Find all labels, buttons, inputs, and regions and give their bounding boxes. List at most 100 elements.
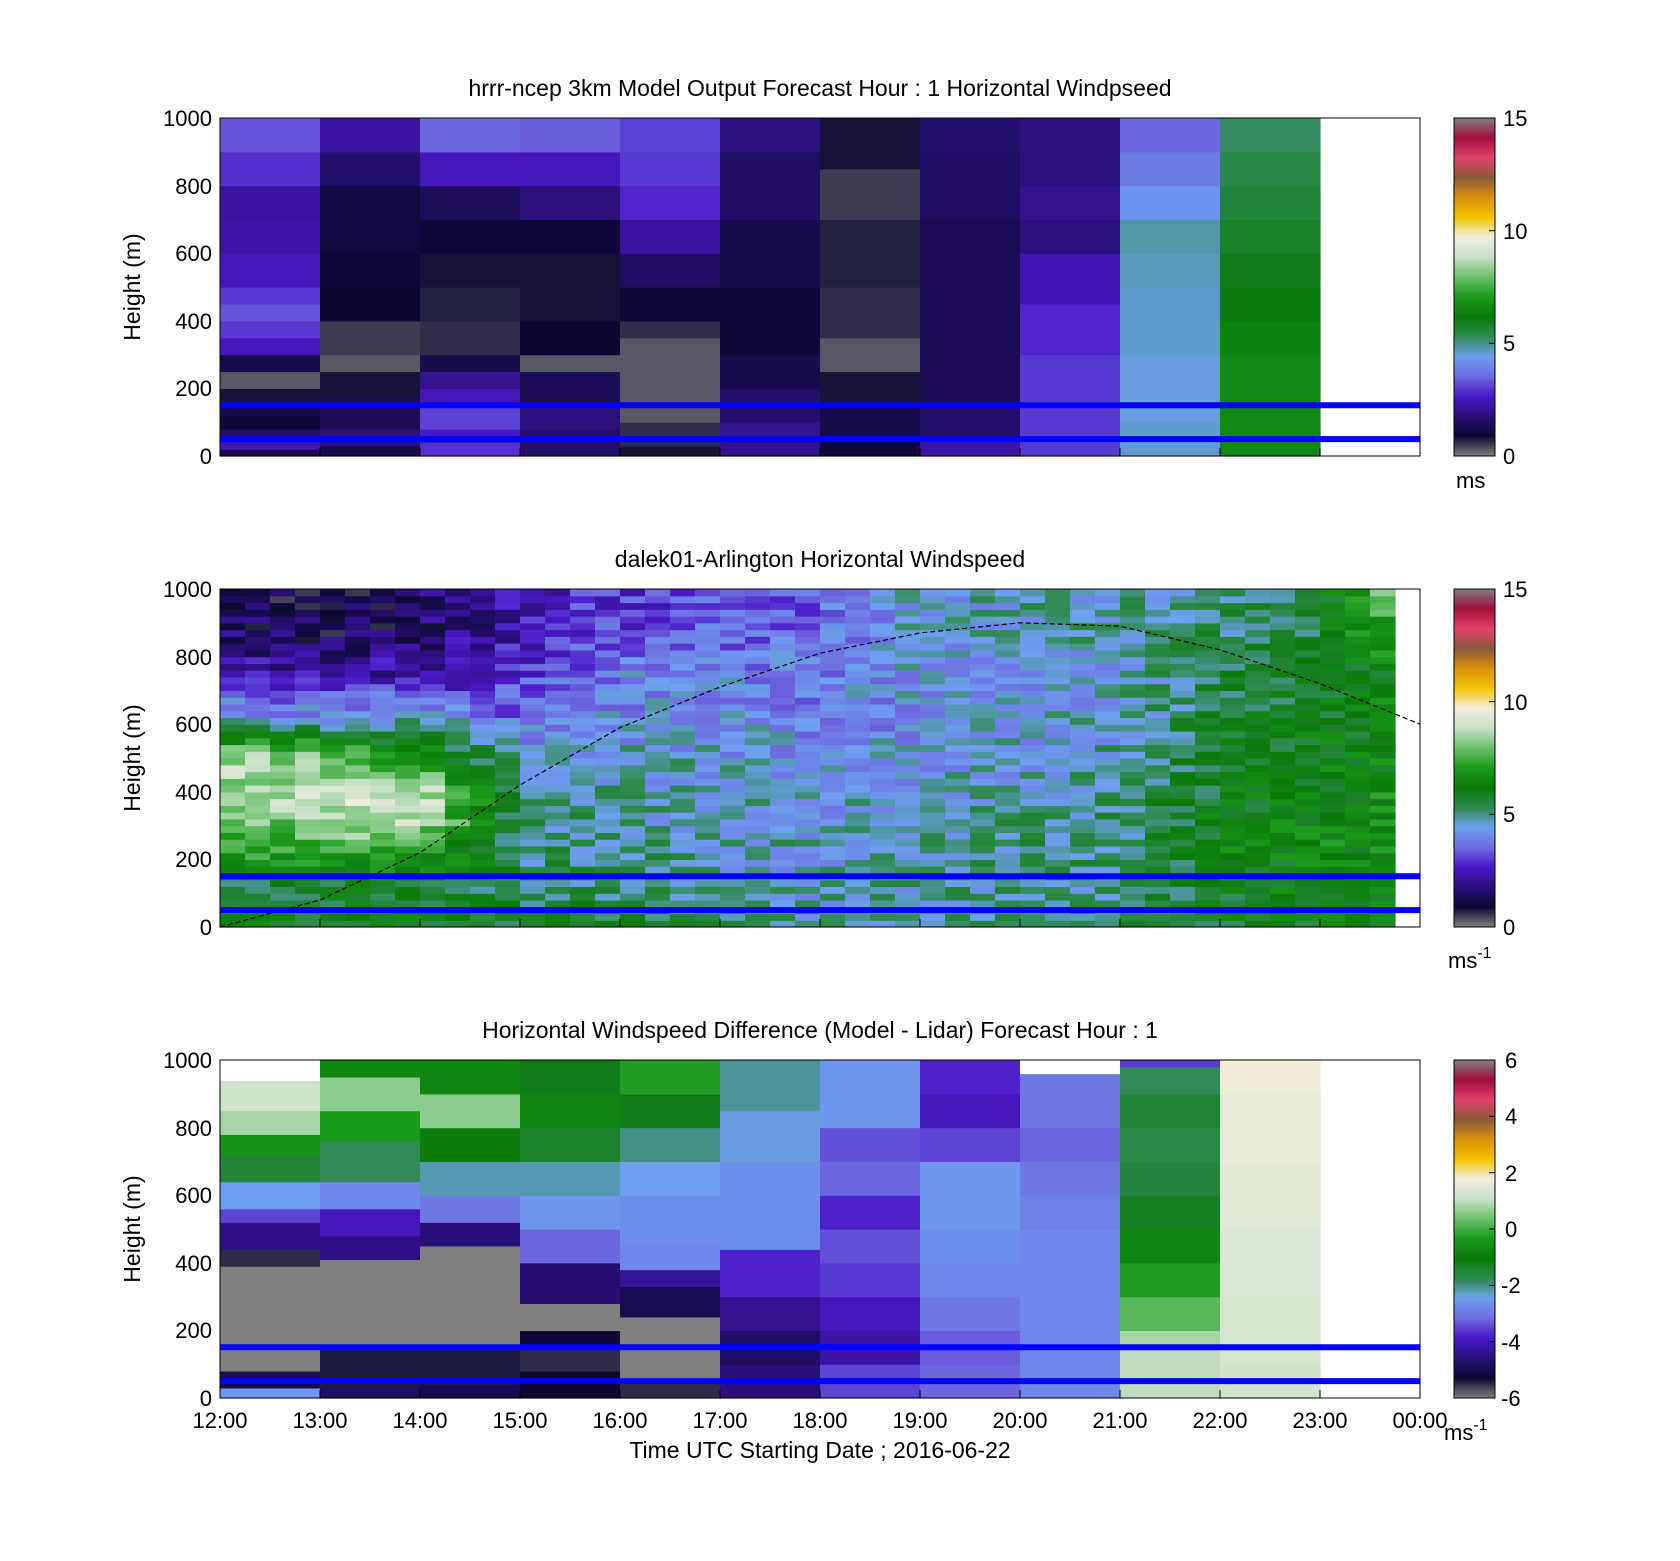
heatmap-cell bbox=[670, 764, 696, 773]
heatmap-cell bbox=[1020, 785, 1046, 793]
heatmap-cell bbox=[970, 670, 996, 678]
heatmap-cell bbox=[895, 818, 921, 827]
heatmap-cell bbox=[595, 737, 621, 746]
heatmap-cell bbox=[1045, 832, 1071, 840]
heatmap-cell bbox=[895, 737, 921, 746]
heatmap-cell bbox=[795, 798, 821, 806]
heatmap-cell bbox=[1270, 676, 1296, 685]
heatmap-cell bbox=[745, 839, 771, 847]
heatmap-cell bbox=[220, 771, 246, 779]
heatmap-cell bbox=[295, 758, 321, 766]
heatmap-cell bbox=[1020, 636, 1046, 644]
heatmap-cell bbox=[245, 764, 271, 773]
heatmap-cell bbox=[920, 405, 1021, 440]
heatmap-cell bbox=[445, 886, 471, 894]
heatmap-cell bbox=[220, 354, 321, 373]
heatmap-cell bbox=[895, 649, 921, 658]
heatmap-cell bbox=[745, 785, 771, 793]
heatmap-cell bbox=[1195, 690, 1221, 698]
heatmap-cell bbox=[1120, 622, 1146, 631]
heatmap-cell bbox=[820, 724, 846, 732]
heatmap-cell bbox=[520, 649, 546, 658]
heatmap-cell bbox=[745, 730, 771, 739]
heatmap-cell bbox=[1145, 812, 1171, 820]
heatmap-cell bbox=[295, 859, 321, 867]
colorbar-tick-label: -2 bbox=[1501, 1273, 1521, 1298]
heatmap-cell bbox=[795, 886, 821, 894]
heatmap-cell bbox=[570, 852, 596, 860]
heatmap-cell bbox=[1095, 724, 1121, 732]
heatmap-cell bbox=[895, 622, 921, 631]
heatmap-cell bbox=[995, 744, 1021, 752]
heatmap-model bbox=[220, 118, 1321, 457]
heatmap-cell bbox=[595, 717, 621, 725]
heatmap-cell bbox=[1220, 354, 1321, 423]
heatmap-cell bbox=[395, 663, 421, 671]
heatmap-cell bbox=[520, 643, 546, 651]
heatmap-cell bbox=[795, 879, 821, 888]
heatmap-cell bbox=[695, 771, 721, 779]
heatmap-cell bbox=[1120, 683, 1146, 691]
heatmap-cell bbox=[1220, 643, 1246, 651]
heatmap-cell bbox=[1170, 589, 1196, 597]
heatmap-cell bbox=[720, 683, 746, 691]
heatmap-cell bbox=[545, 602, 571, 610]
heatmap-cell bbox=[495, 758, 521, 766]
heatmap-cell bbox=[1170, 832, 1196, 840]
heatmap-cell bbox=[645, 656, 671, 664]
heatmap-cell bbox=[1295, 703, 1321, 712]
heatmap-cell bbox=[1370, 609, 1396, 617]
heatmap-cell bbox=[1270, 724, 1296, 732]
heatmap-cell bbox=[1220, 1093, 1321, 1162]
heatmap-cell bbox=[1170, 670, 1196, 678]
heatmap-cell bbox=[1345, 616, 1371, 624]
heatmap-cell bbox=[1270, 629, 1296, 637]
heatmap-cell bbox=[1170, 656, 1196, 664]
heatmap-cell bbox=[1120, 825, 1146, 833]
heatmap-cell bbox=[745, 845, 771, 854]
heatmap-cell bbox=[845, 920, 871, 928]
heatmap-cell bbox=[1170, 676, 1196, 685]
heatmap-cell bbox=[270, 690, 296, 698]
heatmap-cell bbox=[695, 683, 721, 691]
heatmap-cell bbox=[545, 649, 571, 658]
heatmap-cell bbox=[1145, 751, 1171, 759]
heatmap-cell bbox=[545, 852, 571, 860]
heatmap-cell bbox=[1220, 616, 1246, 624]
heatmap-cell bbox=[545, 913, 571, 921]
heatmap-cell bbox=[520, 920, 546, 928]
heatmap-cell bbox=[395, 595, 421, 604]
heatmap-cell bbox=[245, 812, 271, 820]
heatmap-cell bbox=[1070, 656, 1096, 664]
heatmap-cell bbox=[1195, 818, 1221, 827]
heatmap-cell bbox=[720, 758, 746, 766]
heatmap-cell bbox=[370, 798, 396, 806]
heatmap-cell bbox=[1295, 791, 1321, 800]
heatmap-cell bbox=[420, 649, 446, 658]
heatmap-cell bbox=[570, 656, 596, 664]
heatmap-cell bbox=[1020, 609, 1046, 617]
heatmap-cell bbox=[945, 683, 971, 691]
heatmap-cell bbox=[520, 609, 546, 617]
heatmap-cell bbox=[270, 737, 296, 746]
heatmap-cell bbox=[395, 785, 421, 793]
heatmap-cell bbox=[1295, 845, 1321, 854]
heatmap-cell bbox=[445, 670, 471, 678]
heatmap-cell bbox=[720, 717, 746, 725]
heatmap-cell bbox=[1195, 859, 1221, 867]
heatmap-cell bbox=[770, 751, 796, 759]
heatmap-cell bbox=[1120, 724, 1146, 732]
heatmap-cell bbox=[820, 1127, 921, 1162]
heatmap-cell bbox=[995, 656, 1021, 664]
heatmap-cell bbox=[420, 724, 446, 732]
heatmap-cell bbox=[520, 1303, 621, 1331]
heatmap-cell bbox=[695, 798, 721, 806]
heatmap-cell bbox=[495, 818, 521, 827]
heatmap-cell bbox=[570, 798, 596, 806]
heatmap-cell bbox=[770, 717, 796, 725]
heatmap-cell bbox=[1370, 649, 1396, 658]
heatmap-cell bbox=[620, 778, 646, 786]
heatmap-cell bbox=[770, 690, 796, 698]
heatmap-cell bbox=[1170, 737, 1196, 746]
heatmap-cell bbox=[1070, 845, 1096, 854]
